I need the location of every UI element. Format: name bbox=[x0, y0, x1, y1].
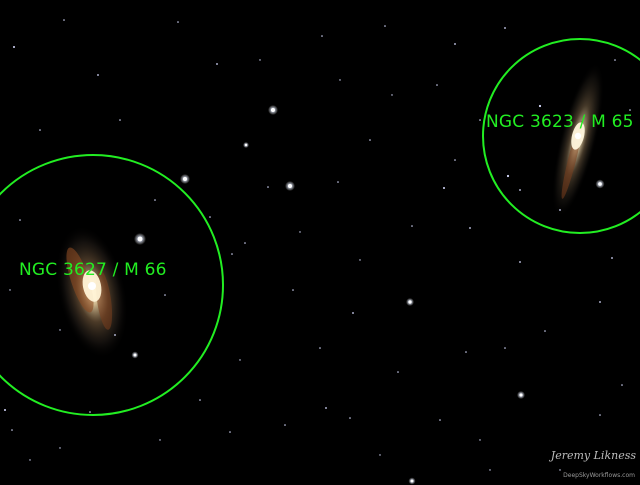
galaxy-m65-label: NGC 3623 / M 65 bbox=[486, 112, 634, 132]
galaxy-m66-label: NGC 3627 / M 66 bbox=[19, 260, 167, 280]
galaxy-m65-circle bbox=[482, 38, 640, 234]
website-credit: DeepSkyWorkflows.com bbox=[563, 472, 635, 479]
faint-stars bbox=[4, 19, 631, 471]
bright-stars bbox=[131, 105, 605, 485]
galaxy-m65 bbox=[551, 62, 605, 218]
author-signature: Jeremy Likness bbox=[550, 449, 636, 462]
galaxy-m66 bbox=[55, 225, 129, 359]
galaxy-m66-circle bbox=[0, 154, 224, 416]
